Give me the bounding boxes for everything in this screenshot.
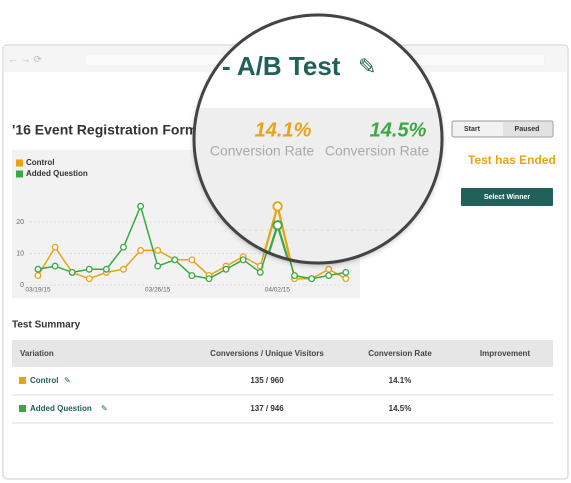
data-point [272,201,283,212]
edit-icon[interactable]: ✎ [358,54,376,79]
column-header: Variation [20,349,54,358]
data-point [188,272,196,279]
data-point [120,243,127,251]
legend-swatch [16,170,23,178]
legend-swatch [16,159,23,167]
data-point [120,265,127,273]
data-point [205,275,213,283]
magnifier-ring [192,13,444,265]
table-title: Test Summary [12,320,81,331]
column-header: Improvement [480,349,531,358]
y-tick-label: 20 [16,219,24,226]
page-title: '16 Event Registration Form - [12,122,206,138]
data-point [51,262,59,270]
data-point [171,256,179,264]
stat-value: 14.5% [370,119,427,141]
edit-icon[interactable]: ✎ [101,404,108,413]
legend-label: Added Question [26,169,88,178]
data-point [137,246,145,254]
data-point [308,275,316,283]
row-rate: 14.5% [389,404,412,413]
data-point [34,272,42,279]
legend-label: Control [26,158,54,167]
table-header [12,340,553,367]
toggle-active [503,122,552,136]
data-point [154,246,162,254]
row-variation[interactable]: Added Question [30,404,92,413]
data-point [291,272,298,279]
paused-button[interactable]: Paused [515,126,540,133]
data-point [102,265,110,273]
data-point [154,262,162,270]
row-conversions: 135 / 960 [250,376,284,385]
x-tick-label: 03/26/15 [145,287,171,294]
select-winner-button[interactable] [461,188,553,206]
data-point [256,268,264,276]
stat-value: 14.1% [255,119,312,141]
stat-label: Conversion Rate [325,143,429,159]
data-point [188,256,196,264]
stat-label: Conversion Rate [210,143,314,159]
data-point [137,202,145,210]
nav-icons[interactable]: ← → ⟳ [8,55,43,66]
x-tick-label: 03/19/15 [25,287,51,294]
x-tick-label: 04/02/15 [265,287,291,294]
data-point [222,265,230,273]
data-point [51,243,59,251]
data-point [325,272,333,279]
start-button[interactable]: Start [464,126,481,133]
data-point [272,220,283,231]
data-point [68,268,76,276]
row-rate: 14.1% [389,376,412,385]
data-point [239,256,247,264]
data-point [342,275,350,283]
zoomed-chart [194,201,394,263]
zoomed-title: - A/B Test [222,51,341,81]
edit-icon[interactable]: ✎ [64,376,71,385]
status-text: Test has Ended [468,153,556,167]
data-point [325,265,333,273]
column-header: Conversions / Unique Visitors [210,349,324,358]
y-tick-label: 0 [20,282,24,289]
row-swatch [19,405,26,412]
row-swatch [19,377,26,384]
y-tick-label: 10 [16,250,24,257]
data-point [34,265,42,273]
data-point [85,275,93,283]
data-point [85,265,93,273]
column-header: Conversion Rate [368,349,432,358]
row-variation[interactable]: Control [30,376,58,385]
data-point [342,268,350,276]
select-winner-label[interactable]: Select Winner [484,194,531,201]
row-conversions: 137 / 946 [250,404,284,413]
